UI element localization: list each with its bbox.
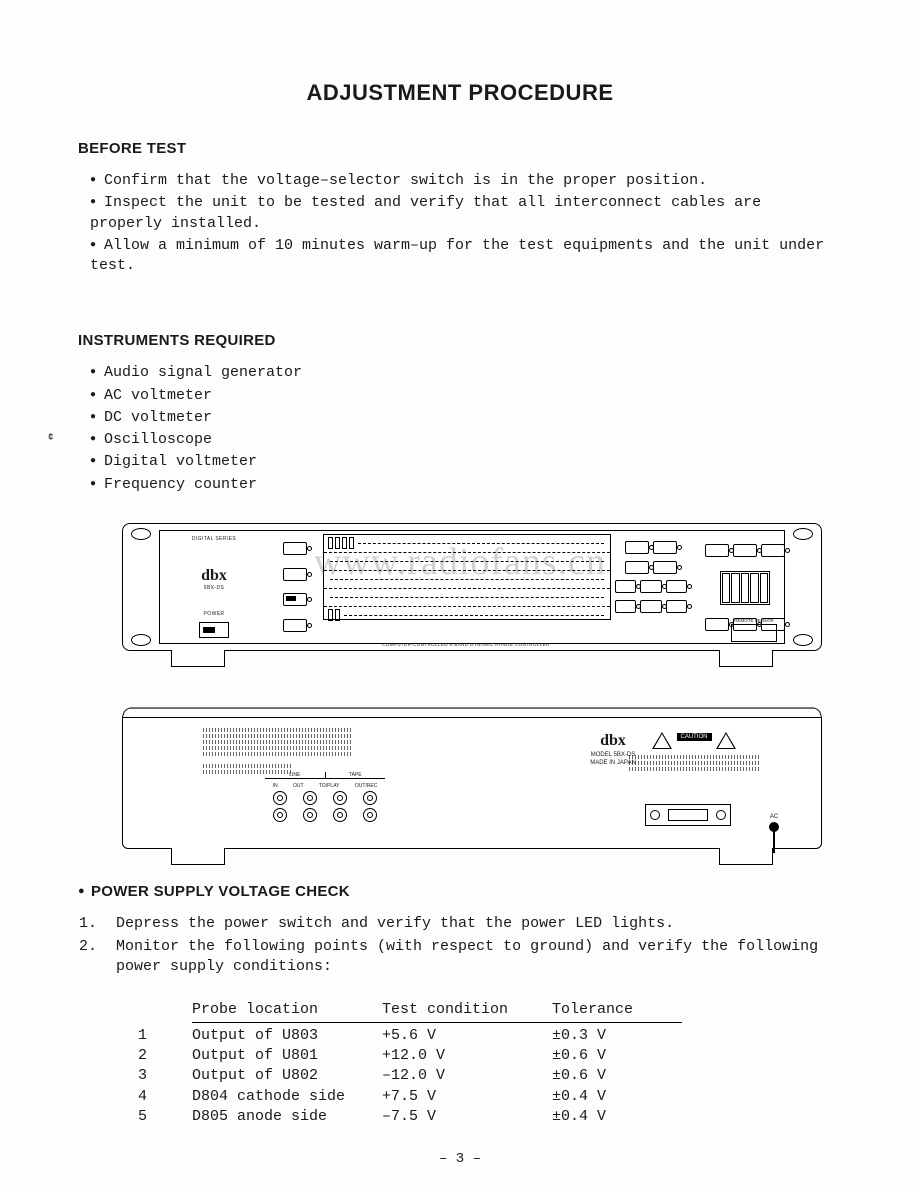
row-num: 5: [138, 1107, 192, 1127]
caution-label: CAUTION: [677, 733, 712, 741]
stray-mark: ¢: [48, 432, 54, 443]
list-item: Monitor the following points (with respe…: [106, 937, 842, 978]
probe-location: Output of U802: [192, 1066, 382, 1086]
list-item: DC voltmeter: [90, 408, 842, 428]
ac-label: AC: [770, 814, 778, 820]
display-caption: COMPUTER-CONTROLLED 5-BAND DYNAMIC RANGE…: [323, 642, 609, 647]
probe-location: D805 anode side: [192, 1107, 382, 1127]
toggle-icon: [283, 593, 307, 606]
caution-block: CAUTION: [629, 732, 759, 773]
test-condition: +12.0 V: [382, 1046, 552, 1066]
before-test-list: Confirm that the voltage–selector switch…: [90, 171, 842, 276]
table-row: 4D804 cathode side+7.5 V±0.4 V: [138, 1087, 842, 1107]
list-item: Audio signal generator: [90, 363, 842, 383]
table-header: Tolerance: [552, 1000, 682, 1023]
row-num: 1: [138, 1026, 192, 1046]
row-num: 2: [138, 1046, 192, 1066]
tolerance: ±0.3 V: [552, 1026, 682, 1046]
row-num: 4: [138, 1087, 192, 1107]
tolerance: ±0.4 V: [552, 1087, 682, 1107]
tolerance: ±0.6 V: [552, 1066, 682, 1086]
table-header: Test condition: [382, 1000, 552, 1023]
page: ADJUSTMENT PROCEDURE BEFORE TEST Confirm…: [0, 0, 920, 1185]
power-label: POWER: [204, 611, 225, 617]
page-title: ADJUSTMENT PROCEDURE: [78, 80, 842, 106]
list-item: Frequency counter: [90, 475, 842, 495]
warning-triangle-icon: [716, 732, 736, 749]
test-condition: +7.5 V: [382, 1087, 552, 1107]
probe-location: Output of U803: [192, 1026, 382, 1046]
remote-sensor-icon: [731, 624, 777, 642]
list-item: Allow a minimum of 10 minutes warm–up fo…: [90, 236, 842, 277]
model-label: 5BX-DS: [204, 585, 224, 591]
list-item: Depress the power switch and verify that…: [106, 914, 842, 934]
table-row: 1Output of U803+5.6 V±0.3 V: [138, 1026, 842, 1046]
warning-triangle-icon: [652, 732, 672, 749]
list-item: Confirm that the voltage–selector switch…: [90, 171, 842, 191]
power-supply-steps: Depress the power switch and verify that…: [78, 914, 842, 978]
watermark: www.radiofans.cn: [0, 540, 920, 584]
row-num: 3: [138, 1066, 192, 1086]
before-test-heading: BEFORE TEST: [78, 140, 842, 157]
table-row: 5D805 anode side–7.5 V±0.4 V: [138, 1107, 842, 1127]
rca-jacks-icon: LINE TAPE IN OUT TO/PLAY OUT/REC: [265, 772, 385, 825]
list-item: Inspect the unit to be tested and verify…: [90, 193, 842, 234]
power-button-icon: [199, 622, 229, 638]
voltage-table: Probe location Test condition Tolerance …: [138, 1000, 842, 1128]
table-row: 3Output of U802–12.0 V±0.6 V: [138, 1066, 842, 1086]
power-cord-icon: [769, 822, 779, 832]
page-number: – 3 –: [0, 1151, 920, 1167]
instruments-list: Audio signal generator AC voltmeter DC v…: [90, 363, 842, 495]
test-condition: –12.0 V: [382, 1066, 552, 1086]
test-condition: –7.5 V: [382, 1107, 552, 1127]
probe-location: D804 cathode side: [192, 1087, 382, 1107]
tolerance: ±0.4 V: [552, 1107, 682, 1127]
fuse-holder-icon: [645, 804, 731, 826]
table-header: Probe location: [192, 1000, 382, 1023]
table-row: 2Output of U801+12.0 V±0.6 V: [138, 1046, 842, 1066]
instruments-heading: INSTRUMENTS REQUIRED: [78, 332, 842, 349]
rear-panel-figure: LINE TAPE IN OUT TO/PLAY OUT/REC dbx MOD…: [122, 707, 822, 849]
remote-label: REMOTE SENSOR: [731, 618, 777, 623]
list-item: Digital voltmeter: [90, 452, 842, 472]
probe-location: Output of U801: [192, 1046, 382, 1066]
list-item: AC voltmeter: [90, 386, 842, 406]
list-item: Oscilloscope: [90, 430, 842, 450]
toggle-icon: [283, 619, 307, 632]
test-condition: +5.6 V: [382, 1026, 552, 1046]
tolerance: ±0.6 V: [552, 1046, 682, 1066]
specifications-text-icon: [203, 728, 353, 776]
power-supply-heading: POWER SUPPLY VOLTAGE CHECK: [78, 883, 842, 900]
